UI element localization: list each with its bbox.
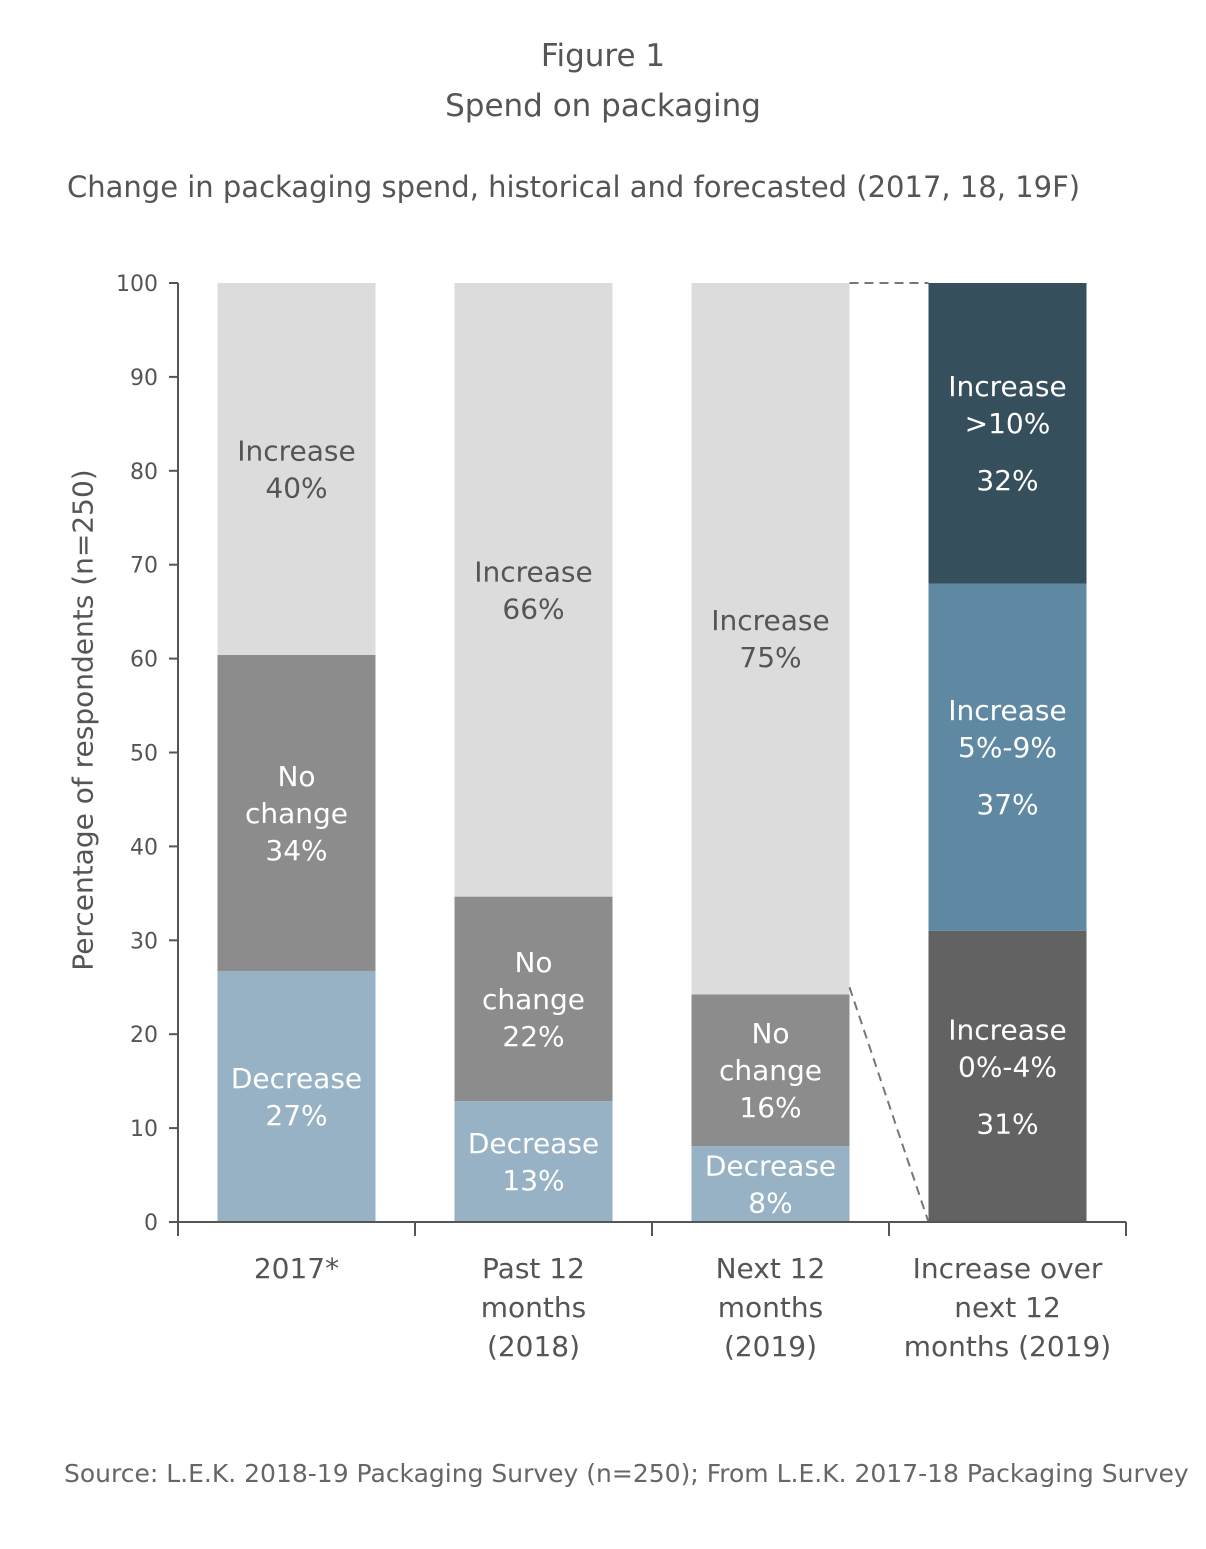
- bar-segment: [217, 654, 376, 971]
- bar-segment: [217, 970, 376, 1222]
- x-category-label-line: Next 12: [716, 1252, 826, 1285]
- bar-segment: [217, 283, 376, 655]
- chart-subtitle: Change in packaging spend, historical an…: [67, 170, 1081, 204]
- segment-label-line: change: [245, 797, 348, 830]
- segment-label-line: 8%: [748, 1187, 792, 1220]
- segment-label-line: 34%: [265, 834, 327, 867]
- x-category-label: 2017*: [254, 1252, 339, 1285]
- segment-label: No change 16%: [719, 1017, 822, 1124]
- y-tick-label: 60: [130, 648, 158, 673]
- x-category-label-line: Increase over: [913, 1252, 1103, 1285]
- bar-segment: [691, 283, 850, 995]
- segment-label-line: Decrease: [231, 1062, 362, 1095]
- chart-title: Spend on packaging: [445, 88, 761, 124]
- segment-label-line: Decrease: [468, 1127, 599, 1160]
- connector-layer: [848, 282, 930, 1223]
- segment-label-line: >10%: [965, 407, 1051, 440]
- segment-label-line: 0%-4%: [958, 1050, 1057, 1083]
- x-category-label-line: next 12: [954, 1291, 1061, 1324]
- segment-label-line: No: [277, 760, 315, 793]
- segment-label: Increase 40%: [237, 434, 356, 504]
- y-tick-label: 90: [130, 366, 158, 391]
- segment-label-line: 31%: [976, 1107, 1038, 1140]
- segment-label-line: No: [514, 946, 552, 979]
- bar-segment: [691, 994, 850, 1147]
- segment-label-line: 40%: [265, 471, 327, 504]
- x-category-label: Past 12 months (2018): [481, 1252, 586, 1363]
- segment-label-line: 37%: [976, 788, 1038, 821]
- segment-label: Decrease 27%: [231, 1062, 362, 1132]
- segment-label: Increase 5%-9% 37%: [948, 694, 1067, 821]
- segment-label-line: Increase: [948, 1013, 1067, 1046]
- x-category-label-line: (2018): [487, 1330, 580, 1363]
- segment-label: No change 34%: [245, 760, 348, 867]
- bar-segment: [928, 283, 1087, 584]
- segment-label-line: 75%: [739, 641, 801, 674]
- segment-label-line: 13%: [502, 1164, 564, 1197]
- bar-segment: [928, 583, 1087, 931]
- segment-label: Increase 66%: [474, 555, 593, 625]
- segment-label: Increase >10% 32%: [948, 370, 1067, 497]
- segment-label-line: change: [719, 1054, 822, 1087]
- segment-label-line: Increase: [474, 555, 593, 588]
- y-tick-label: 100: [116, 272, 158, 297]
- segment-label-line: Increase: [948, 694, 1067, 727]
- y-tick-label: 30: [130, 929, 158, 954]
- bar-segment: [691, 1146, 850, 1222]
- bars-layer: [217, 283, 1087, 1222]
- segment-label-line: No: [751, 1017, 789, 1050]
- segment-label-line: 5%-9%: [958, 731, 1057, 764]
- axis-layer: 0 10 20 30 40 50 60 70 80 90 100 2017* Past 12 months…: [116, 272, 1127, 1363]
- segment-label: Increase 0%-4% 31%: [948, 1013, 1067, 1140]
- labels-layer: Decrease 27% No change 34% Increase 40% Decreas…: [231, 370, 1067, 1219]
- segment-label: No change 22%: [482, 946, 585, 1053]
- source-note: Source: L.E.K. 2018-19 Packaging Survey …: [64, 1459, 1189, 1488]
- connector-line-bottom: [848, 986, 930, 1223]
- bar-segment: [454, 1101, 613, 1222]
- segment-label-line: 32%: [976, 464, 1038, 497]
- segment-label-line: change: [482, 983, 585, 1016]
- y-tick-label: 10: [130, 1117, 158, 1142]
- segment-label-line: 22%: [502, 1020, 564, 1053]
- segment-label: Decrease 13%: [468, 1127, 599, 1197]
- bar-segment: [454, 283, 613, 897]
- x-category-label-line: (2019): [724, 1330, 817, 1363]
- y-tick-label: 0: [144, 1211, 158, 1236]
- y-tick-label: 40: [130, 835, 158, 860]
- x-category-label-line: 2017*: [254, 1252, 339, 1285]
- x-category-label-line: months: [718, 1291, 823, 1324]
- y-tick-label: 80: [130, 460, 158, 485]
- x-category-label-line: months: [481, 1291, 586, 1324]
- y-tick-label: 70: [130, 554, 158, 579]
- y-tick-label: 20: [130, 1023, 158, 1048]
- segment-label-line: Increase: [237, 434, 356, 467]
- segment-label-line: Increase: [711, 604, 830, 637]
- bar-segment: [454, 896, 613, 1102]
- segment-label-line: Decrease: [705, 1150, 836, 1183]
- y-tick-label: 50: [130, 742, 158, 767]
- figure-label: Figure 1: [540, 38, 666, 74]
- x-category-label: Increase over next 12 months (2019): [904, 1252, 1111, 1363]
- segment-label-line: Increase: [948, 370, 1067, 403]
- segment-label-line: 16%: [739, 1091, 801, 1124]
- x-category-label-line: months (2019): [904, 1330, 1111, 1363]
- x-category-label: Next 12 months (2019): [716, 1252, 826, 1363]
- segment-label: Decrease 8%: [705, 1150, 836, 1220]
- x-category-label-line: Past 12: [482, 1252, 585, 1285]
- segment-label-line: 66%: [502, 592, 564, 625]
- segment-label-line: 27%: [265, 1099, 327, 1132]
- bar-segment: [928, 930, 1087, 1222]
- segment-label: Increase 75%: [711, 604, 830, 674]
